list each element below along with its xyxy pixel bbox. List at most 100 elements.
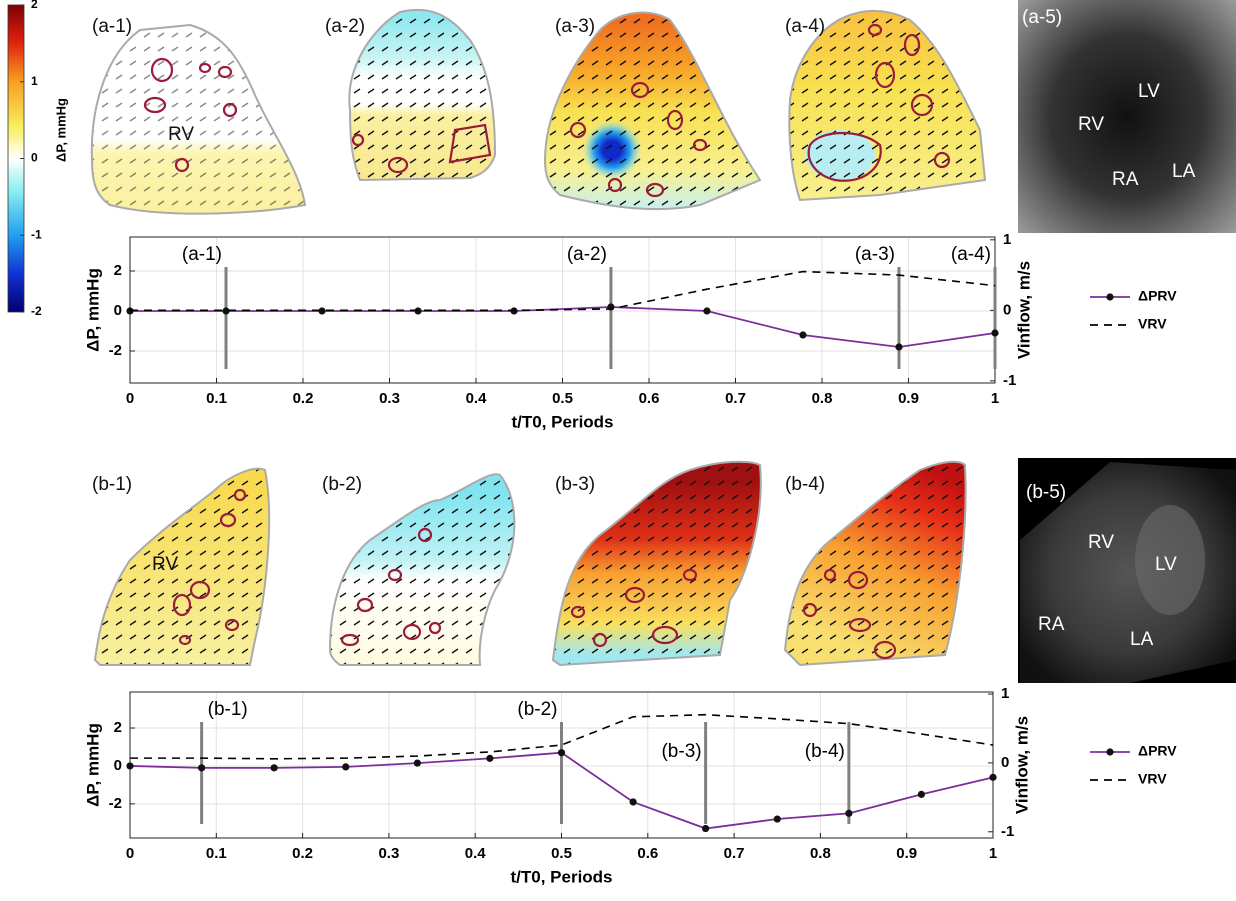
- colorbar-tick-label: 0: [31, 151, 38, 165]
- chamber-label: RV: [152, 554, 178, 575]
- x-tick-label: 0: [126, 390, 134, 407]
- panel-label: (b-1): [92, 474, 132, 495]
- data-point: [342, 763, 349, 770]
- y2-tick-label: -1: [1003, 372, 1016, 389]
- time-marker-label: (a-3): [855, 244, 895, 265]
- pressure-map: (b-4): [785, 462, 966, 665]
- data-point: [702, 825, 709, 832]
- y-tick-label: 2: [114, 262, 122, 279]
- echo-image: (b-5) RV LV RA LA: [1018, 458, 1236, 683]
- panel-label: (b-3): [555, 474, 595, 495]
- legend-marker: [1106, 293, 1113, 300]
- x-tick-label: 0: [126, 845, 134, 862]
- y2-tick-label: 0: [1003, 301, 1011, 318]
- x-tick-label: 0.5: [552, 390, 573, 407]
- time-marker-label: (b-3): [661, 741, 701, 762]
- x-axis-label: t/T0, Periods: [510, 867, 612, 886]
- x-tick-label: 0.7: [724, 845, 745, 862]
- echo-image: (a-5) LV RV RA LA: [1018, 0, 1236, 233]
- x-tick-label: 0.7: [725, 390, 746, 407]
- x-tick-label: 0.8: [810, 845, 831, 862]
- x-tick-label: 0.2: [292, 845, 313, 862]
- legend-label: VRV: [1138, 771, 1167, 787]
- panel-label: (a-2): [325, 16, 365, 37]
- chamber-label: LV: [1155, 554, 1177, 575]
- legend-label: VRV: [1138, 316, 1167, 332]
- x-tick-label: 0.2: [293, 390, 314, 407]
- x-axis-label: t/T0, Periods: [511, 412, 613, 431]
- pressure-map: (a-1) RV: [92, 16, 305, 214]
- data-point: [414, 760, 421, 767]
- data-point: [991, 329, 998, 336]
- chamber-label: RV: [168, 124, 194, 145]
- panel-label: (a-4): [785, 16, 825, 37]
- y2-tick-label: 0: [1001, 754, 1009, 771]
- y2-tick-label: 1: [1001, 685, 1009, 702]
- x-tick-label: 0.9: [896, 845, 917, 862]
- y2-axis-label: Vinflow, m/s: [1014, 261, 1033, 359]
- chamber-label: RA: [1112, 169, 1139, 190]
- x-tick-label: 0.5: [551, 845, 572, 862]
- x-tick-label: 1: [989, 845, 997, 862]
- time-marker-label: (a-1): [182, 244, 222, 265]
- x-tick-label: 0.6: [637, 845, 658, 862]
- data-point: [845, 810, 852, 817]
- time-marker-label: (a-2): [567, 244, 607, 265]
- data-point: [271, 764, 278, 771]
- data-point: [486, 755, 493, 762]
- colorbar-tick-label: -1: [31, 227, 42, 241]
- data-point: [895, 343, 902, 350]
- y-tick-label: 0: [114, 302, 122, 319]
- y2-tick-label: 1: [1003, 231, 1011, 248]
- legend-label: ΔPRV: [1138, 288, 1177, 304]
- pressure-map: (b-2): [322, 474, 514, 665]
- data-point: [799, 331, 806, 338]
- y-tick-label: -2: [109, 342, 122, 359]
- chamber-label: LV: [1138, 81, 1160, 102]
- data-point: [703, 307, 710, 314]
- chamber-label: RV: [1078, 114, 1104, 135]
- x-tick-label: 0.1: [206, 845, 227, 862]
- pressure-map: (b-3): [553, 462, 761, 665]
- panel-label: (a-3): [555, 16, 595, 37]
- chamber-label: RA: [1038, 614, 1065, 635]
- y-tick-label: -2: [109, 795, 122, 812]
- pressure-map: (a-4): [785, 11, 985, 200]
- data-point: [989, 774, 996, 781]
- panel-label: (b-4): [785, 474, 825, 495]
- chamber-label: LA: [1172, 161, 1196, 182]
- colorbar-tick-label: -2: [31, 304, 42, 318]
- pressure-map: (b-1) RV: [92, 469, 269, 665]
- pressure-map: (a-2): [325, 10, 495, 180]
- data-point: [918, 791, 925, 798]
- chamber-label: LA: [1130, 629, 1154, 650]
- x-tick-label: 0.1: [206, 390, 227, 407]
- x-tick-label: 0.3: [379, 390, 400, 407]
- pressure-map: (a-3): [545, 13, 760, 210]
- chamber-label: RV: [1088, 532, 1114, 553]
- panel-label: (a-1): [92, 16, 132, 37]
- panel-label: (a-5): [1022, 7, 1062, 28]
- y2-tick-label: -1: [1001, 823, 1014, 840]
- colorbar-tick-label: 2: [31, 0, 38, 11]
- y-tick-label: 0: [114, 757, 122, 774]
- data-point: [774, 815, 781, 822]
- y-axis-label: ΔP, mmHg: [83, 723, 102, 807]
- x-tick-label: 0.4: [465, 845, 487, 862]
- panel-label: (b-5): [1026, 482, 1066, 503]
- legend-label: ΔPRV: [1138, 743, 1177, 759]
- colorbar-tick-label: 1: [31, 74, 38, 88]
- x-tick-label: 0.3: [378, 845, 399, 862]
- x-tick-label: 0.9: [898, 390, 919, 407]
- data-point: [630, 798, 637, 805]
- data-point: [126, 762, 133, 769]
- data-point: [198, 764, 205, 771]
- y-axis-label: ΔP, mmHg: [83, 268, 102, 352]
- colorbar-label: ΔP, mmHg: [53, 98, 68, 162]
- y-tick-label: 2: [114, 719, 122, 736]
- time-marker-label: (b-1): [208, 699, 248, 720]
- x-tick-label: 0.4: [466, 390, 488, 407]
- time-marker-label: (a-4): [951, 244, 991, 265]
- legend-marker: [1106, 748, 1113, 755]
- x-tick-label: 0.8: [812, 390, 833, 407]
